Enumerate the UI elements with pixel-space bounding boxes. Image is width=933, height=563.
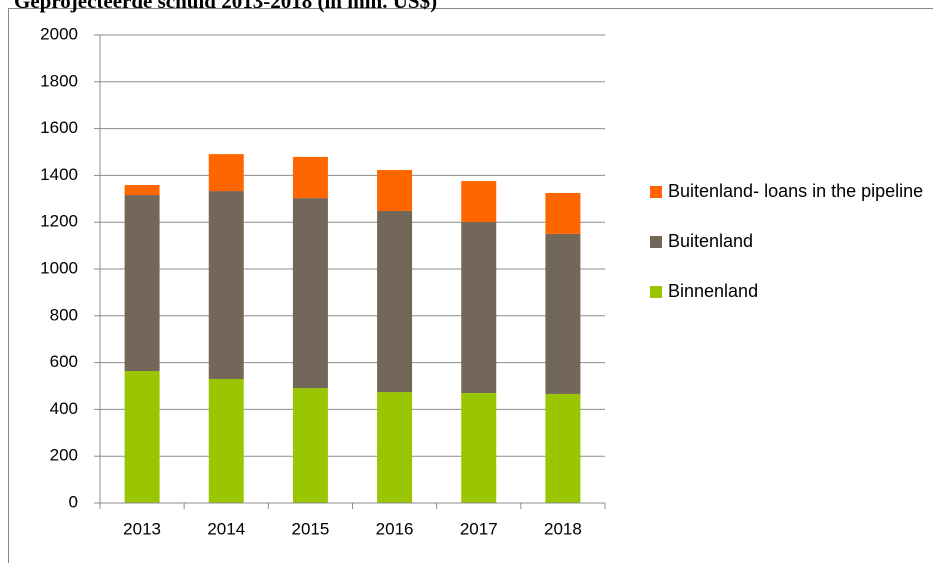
bar-segment (292, 198, 328, 389)
bar-segment (208, 154, 244, 192)
bar-segment (377, 392, 413, 503)
x-tick-label: 2017 (460, 519, 498, 538)
y-tick-label: 1600 (40, 118, 78, 137)
bar-segment (208, 378, 244, 503)
bar-segment (377, 170, 413, 211)
bar-segment (545, 233, 581, 394)
y-tick-label: 1000 (40, 258, 78, 277)
legend-swatch (650, 286, 662, 298)
x-tick-label: 2016 (376, 519, 414, 538)
y-tick-label: 1400 (40, 165, 78, 184)
legend-item: Buitenland (650, 228, 925, 255)
legend-swatch (650, 186, 662, 198)
bar-segment (124, 195, 160, 372)
bar-segment (461, 393, 497, 503)
bar-segment (208, 191, 244, 379)
bar-segment (545, 192, 581, 234)
x-tick-label: 2013 (123, 519, 161, 538)
y-tick-label: 1800 (40, 71, 78, 90)
legend-item: Binnenland (650, 278, 925, 305)
bar-segment (377, 210, 413, 393)
bar-segment (461, 221, 497, 394)
legend: Buitenland- loans in the pipeline Buitenl… (650, 178, 925, 328)
y-tick-label: 400 (50, 399, 78, 418)
bar-segment (124, 184, 160, 196)
y-tick-label: 1200 (40, 212, 78, 231)
legend-label: Buitenland (668, 231, 754, 251)
bar-segment (292, 156, 328, 199)
y-tick-label: 200 (50, 446, 78, 465)
legend-label: Binnenland (668, 281, 759, 301)
x-tick-label: 2015 (292, 519, 330, 538)
x-tick-label: 2018 (544, 519, 582, 538)
legend-swatch (650, 236, 662, 248)
bar-segment (124, 371, 160, 503)
bar-segment (545, 393, 581, 503)
bar-segment (292, 388, 328, 503)
y-tick-label: 0 (69, 492, 78, 511)
legend-label: Buitenland- loans in the pipeline (668, 181, 924, 201)
y-tick-label: 800 (50, 305, 78, 324)
y-tick-label: 2000 (40, 24, 78, 43)
x-tick-label: 2014 (207, 519, 245, 538)
chart-border (8, 8, 933, 563)
legend-item: Buitenland- loans in the pipeline (650, 178, 925, 205)
bar-segment (461, 181, 497, 222)
chart-title: Geprojecteerde schuld 2013-2018 (in mln.… (14, 0, 437, 13)
y-tick-label: 600 (50, 352, 78, 371)
